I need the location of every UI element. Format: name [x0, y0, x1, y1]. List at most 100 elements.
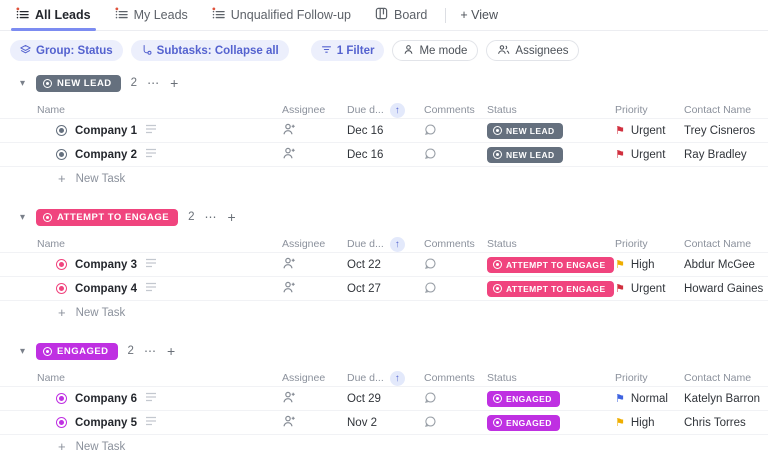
task-status-icon[interactable]: [56, 259, 67, 270]
me-mode-pill[interactable]: Me mode: [392, 40, 479, 61]
task-row[interactable]: Company 4 Oct 27 ATTEMPT TO ENGAGE ⚑ Urge…: [0, 276, 768, 300]
description-icon[interactable]: [145, 258, 157, 271]
status-badge[interactable]: ATTEMPT TO ENGAGE: [487, 280, 614, 297]
add-assignee-icon[interactable]: [282, 281, 296, 297]
subtasks-pill[interactable]: Subtasks: Collapse all: [130, 40, 289, 61]
column-assignee[interactable]: Assignee: [282, 238, 326, 250]
task-name[interactable]: Company 5: [75, 416, 137, 429]
task-name[interactable]: Company 3: [75, 258, 137, 271]
column-status[interactable]: Status: [487, 372, 517, 384]
due-date[interactable]: Nov 2: [347, 416, 378, 429]
column-contact-name[interactable]: Contact Name: [684, 238, 752, 250]
assignees-pill[interactable]: Assignees: [486, 40, 580, 61]
task-name[interactable]: Company 2: [75, 148, 137, 161]
column-due-date[interactable]: Due d... ↑: [347, 370, 424, 386]
status-badge[interactable]: ENGAGED: [36, 342, 118, 360]
collapse-caret-icon[interactable]: ▾: [20, 77, 26, 89]
priority-cell[interactable]: ⚑ Normal: [615, 392, 668, 405]
priority-cell[interactable]: ⚑ Urgent: [615, 124, 666, 137]
column-comments[interactable]: Comments: [424, 238, 475, 250]
add-assignee-icon[interactable]: [282, 257, 296, 273]
column-contact-name[interactable]: Contact Name: [684, 372, 752, 384]
task-name[interactable]: Company 6: [75, 392, 137, 405]
due-date[interactable]: Oct 29: [347, 392, 381, 405]
task-status-icon[interactable]: [56, 125, 67, 136]
task-row[interactable]: Company 3 Oct 22 ATTEMPT TO ENGAGE ⚑ High…: [0, 252, 768, 276]
tab-all-leads[interactable]: All Leads: [11, 0, 96, 31]
tab-unqualified-follow-up[interactable]: Unqualified Follow-up: [212, 0, 351, 31]
task-row[interactable]: Company 6 Oct 29 ENGAGED ⚑ Normal Katelyn…: [0, 386, 768, 410]
contact-name[interactable]: Ray Bradley: [684, 148, 747, 161]
group-menu-icon[interactable]: ⋯: [143, 344, 157, 358]
filter-pill[interactable]: 1 Filter: [310, 40, 385, 61]
sort-ascending-icon[interactable]: ↑: [389, 236, 405, 252]
priority-cell[interactable]: ⚑ High: [615, 258, 655, 271]
contact-name[interactable]: Chris Torres: [684, 416, 746, 429]
sort-ascending-icon[interactable]: ↑: [389, 370, 405, 386]
column-comments[interactable]: Comments: [424, 104, 475, 116]
comment-icon[interactable]: [424, 415, 437, 431]
column-priority[interactable]: Priority: [615, 238, 648, 250]
add-assignee-icon[interactable]: [282, 123, 296, 139]
due-date[interactable]: Oct 27: [347, 282, 381, 295]
add-assignee-icon[interactable]: [282, 391, 296, 407]
task-status-icon[interactable]: [56, 393, 67, 404]
column-name[interactable]: Name: [37, 372, 66, 384]
comment-icon[interactable]: [424, 123, 437, 139]
group-menu-icon[interactable]: ⋯: [147, 76, 161, 90]
column-assignee[interactable]: Assignee: [282, 104, 326, 116]
add-assignee-icon[interactable]: [282, 415, 296, 431]
group-add-icon[interactable]: +: [166, 343, 176, 359]
group-add-icon[interactable]: +: [227, 209, 236, 225]
task-row[interactable]: Company 1 Dec 16 NEW LEAD ⚑ Urgent Trey C…: [0, 118, 768, 142]
priority-cell[interactable]: ⚑ Urgent: [615, 148, 666, 161]
task-name[interactable]: Company 1: [75, 124, 137, 137]
collapse-caret-icon[interactable]: ▾: [20, 345, 26, 357]
group-by-pill[interactable]: Group: Status: [10, 40, 123, 61]
column-contact-name[interactable]: Contact Name: [684, 104, 752, 116]
status-badge[interactable]: ATTEMPT TO ENGAGE: [487, 256, 614, 273]
column-status[interactable]: Status: [487, 104, 517, 116]
contact-name[interactable]: Katelyn Barron: [684, 392, 761, 405]
task-row[interactable]: Company 2 Dec 16 NEW LEAD ⚑ Urgent Ray Br…: [0, 142, 768, 166]
status-badge[interactable]: ENGAGED: [487, 414, 560, 431]
contact-name[interactable]: Trey Cisneros: [684, 124, 756, 137]
column-priority[interactable]: Priority: [615, 372, 648, 384]
new-task-button[interactable]: + New Task: [0, 166, 768, 190]
contact-name[interactable]: Howard Gaines: [684, 282, 764, 295]
column-name[interactable]: Name: [37, 238, 66, 250]
column-name[interactable]: Name: [37, 104, 66, 116]
due-date[interactable]: Dec 16: [347, 124, 384, 137]
add-assignee-icon[interactable]: [282, 147, 296, 163]
add-view-button[interactable]: + View: [460, 8, 498, 22]
due-date[interactable]: Dec 16: [347, 148, 384, 161]
task-row[interactable]: Company 5 Nov 2 ENGAGED ⚑ High Chris Torr…: [0, 410, 768, 434]
description-icon[interactable]: [145, 282, 157, 295]
priority-cell[interactable]: ⚑ High: [615, 416, 655, 429]
description-icon[interactable]: [145, 392, 157, 405]
task-status-icon[interactable]: [56, 417, 67, 428]
new-task-button[interactable]: + New Task: [0, 300, 768, 324]
status-badge[interactable]: ENGAGED: [487, 390, 560, 407]
description-icon[interactable]: [145, 416, 157, 429]
comment-icon[interactable]: [424, 391, 437, 407]
task-name[interactable]: Company 4: [75, 282, 137, 295]
comment-icon[interactable]: [424, 281, 437, 297]
column-comments[interactable]: Comments: [424, 372, 475, 384]
column-status[interactable]: Status: [487, 238, 517, 250]
new-task-button[interactable]: + New Task: [0, 434, 768, 457]
description-icon[interactable]: [145, 124, 157, 137]
column-assignee[interactable]: Assignee: [282, 372, 326, 384]
status-badge[interactable]: NEW LEAD: [487, 146, 563, 163]
contact-name[interactable]: Abdur McGee: [684, 258, 755, 271]
description-icon[interactable]: [145, 148, 157, 161]
group-add-icon[interactable]: +: [170, 75, 179, 91]
status-badge[interactable]: NEW LEAD: [36, 74, 121, 92]
priority-cell[interactable]: ⚑ Urgent: [615, 282, 666, 295]
task-status-icon[interactable]: [56, 283, 67, 294]
tab-board[interactable]: Board: [375, 0, 427, 31]
status-badge[interactable]: ATTEMPT TO ENGAGE: [36, 208, 179, 226]
due-date[interactable]: Oct 22: [347, 258, 381, 271]
collapse-caret-icon[interactable]: ▾: [20, 211, 26, 223]
status-badge[interactable]: NEW LEAD: [487, 122, 563, 139]
